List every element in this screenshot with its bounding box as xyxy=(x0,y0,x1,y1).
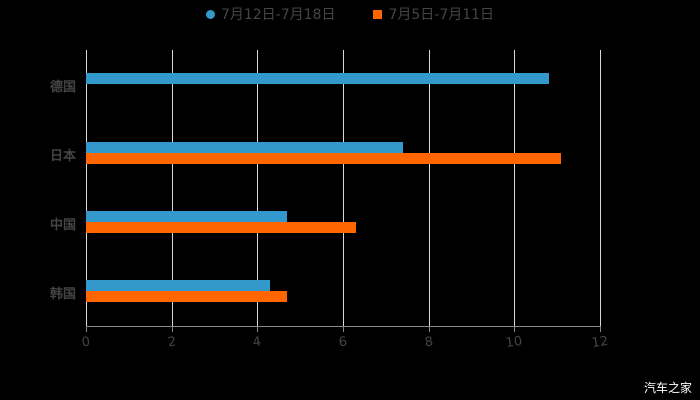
watermark: 汽车之家 xyxy=(643,381,692,395)
gridline xyxy=(428,50,430,326)
gridline xyxy=(171,50,173,326)
x-tick xyxy=(171,326,173,332)
bar[interactable] xyxy=(86,290,288,302)
series1-marker-icon xyxy=(205,9,215,19)
series2-marker-icon xyxy=(373,9,383,19)
legend-item-series2[interactable]: 7月5日-7月11日 xyxy=(373,4,494,24)
bar[interactable] xyxy=(86,152,562,164)
x-tick-label: 10 xyxy=(505,333,524,352)
legend: 7月12日-7月18日 7月5日-7月11日 xyxy=(0,4,700,24)
x-tick-label: 12 xyxy=(590,333,610,352)
legend-label: 7月5日-7月11日 xyxy=(388,7,495,23)
legend-label: 7月12日-7月18日 xyxy=(220,7,336,23)
x-tick xyxy=(514,326,516,332)
bar[interactable] xyxy=(86,279,271,291)
x-tick-label: 8 xyxy=(423,334,434,351)
x-tick xyxy=(343,326,344,332)
y-category-label: 日本 xyxy=(50,148,77,164)
x-axis xyxy=(86,326,600,327)
x-tick xyxy=(257,326,259,332)
bar[interactable] xyxy=(86,221,356,233)
y-category-label: 韩国 xyxy=(50,286,77,302)
gridline xyxy=(257,50,259,326)
y-category-label: 德国 xyxy=(50,79,77,95)
x-tick-label: 2 xyxy=(166,334,177,351)
gridline xyxy=(600,50,601,326)
gridline xyxy=(86,50,87,326)
bar[interactable] xyxy=(86,72,549,84)
gridline xyxy=(343,50,344,326)
plot-area xyxy=(86,50,601,332)
y-category-label: 中国 xyxy=(50,217,77,233)
x-tick xyxy=(600,326,601,332)
x-tick-label: 4 xyxy=(252,334,263,351)
x-tick xyxy=(86,326,87,332)
legend-item-series1[interactable]: 7月12日-7月18日 xyxy=(205,4,336,24)
gridline xyxy=(514,50,516,326)
x-tick-label: 0 xyxy=(80,334,92,351)
x-tick xyxy=(428,326,430,332)
x-tick-label: 6 xyxy=(337,334,349,351)
bar[interactable] xyxy=(86,141,403,153)
bar[interactable] xyxy=(86,210,288,222)
